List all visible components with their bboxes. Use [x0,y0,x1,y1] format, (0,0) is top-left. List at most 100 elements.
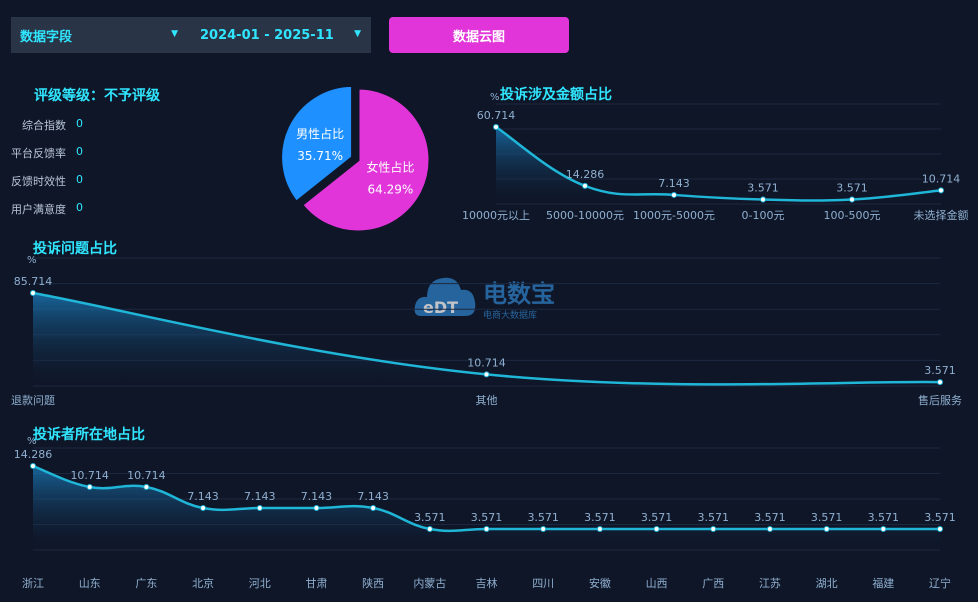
x-tick-label: 广西 [702,577,724,590]
data-label: 7.143 [244,490,276,503]
x-tick-label: 江苏 [759,577,781,590]
data-label: 60.714 [477,109,516,122]
pie-slice-label: 女性占比 [366,160,414,175]
data-label: 3.571 [414,511,446,524]
x-tick-label: 未选择金额 [914,208,969,222]
rating-row-label: 平台反馈率 [11,147,66,160]
x-tick-label: 广东 [135,577,157,590]
data-label: 10.714 [922,172,961,185]
pie-slice [299,86,432,234]
data-point [483,526,490,533]
date-range-label: 2024-01 - 2025-11 [200,27,334,43]
data-label: 10.714 [467,356,506,369]
pie-slice-value: 35.71% [297,149,343,163]
x-tick-label: 安徽 [589,576,611,590]
data-point [493,124,499,130]
y-unit-label: % [490,92,500,103]
data-label: 3.571 [924,364,956,377]
pie-slice-label: 男性占比 [296,126,344,141]
data-cloud-button[interactable]: 数据云图 [389,17,569,53]
data-point [200,505,207,511]
data-label: 3.571 [836,181,868,194]
region-area-chart: 投诉者所在地占比%14.286 浙江 10.714 山东 10.714 广东 7.143 北京… [14,426,956,590]
x-tick-label: 北京 [192,576,214,590]
data-label: 3.571 [527,511,559,524]
area-fill [496,127,941,204]
x-tick-label: 0-100元 [742,209,785,222]
y-unit-label: % [27,255,37,266]
data-label: 7.143 [301,490,333,503]
data-label: 3.571 [754,511,786,524]
rating-row-label: 综合指数 [22,119,66,132]
chart-title: 投诉问题占比 [33,240,117,257]
data-point [823,526,830,533]
pie-slice-value: 64.29% [368,183,414,197]
data-point [766,526,773,533]
x-tick-label: 山西 [646,577,668,590]
x-tick-label: 甘肃 [305,577,327,590]
series-line [495,125,942,202]
x-tick-label: 其他 [476,394,498,407]
data-point [653,526,660,533]
date-range-dropdown[interactable]: 2024-01 - 2025-11 ▼ [188,17,371,53]
data-label: 7.143 [658,177,690,190]
data-label: 3.571 [747,181,779,194]
amount-area-chart: 投诉涉及金额占比% 60.714 10000元以上 14.286 5000-10000元… [462,86,969,222]
rating-row-value: 0 [76,173,83,186]
cloud-logo-icon: eDT 电数宝 电商大数据库 [414,277,555,321]
watermark-brand: 电数宝 [483,280,555,308]
data-point [938,187,944,194]
data-label: 3.571 [641,511,673,524]
gender-pie-chart: 女性占比 64.29% 男性占比 35.71% [280,83,432,234]
x-tick-label: 陕西 [362,576,384,590]
data-label: 7.143 [357,490,389,503]
data-point [880,526,887,533]
data-label: 3.571 [471,511,503,524]
x-tick-label: 四川 [532,577,554,590]
x-tick-label: 山东 [79,577,101,590]
data-point [582,182,588,189]
issue-area-chart: 投诉问题占比% 85.714 退款问题 10.714 其他 3.571 售后服务 [11,240,962,407]
x-tick-label: 1000元-5000元 [633,209,715,222]
pie-slice [280,83,355,205]
data-label: 3.571 [584,511,616,524]
data-label: 85.714 [14,275,53,288]
data-point [937,379,943,386]
chevron-down-icon: ▼ [171,29,178,39]
data-point [313,505,320,511]
x-tick-label: 吉林 [476,576,498,590]
data-point [849,196,855,203]
data-label: 14.286 [14,448,53,461]
y-unit-label: % [27,436,37,447]
x-tick-label: 内蒙古 [413,576,446,590]
data-point [86,484,93,491]
x-tick-label: 5000-10000元 [546,209,624,222]
data-label: 14.286 [566,168,605,181]
data-field-label: 数据字段 [20,29,73,45]
data-point [30,290,36,296]
data-point [370,505,377,511]
data-label: 3.571 [698,511,730,524]
data-point [426,526,433,533]
data-point [671,191,677,198]
data-point [483,371,490,378]
data-point [760,196,766,203]
x-tick-label: 辽宁 [929,576,951,590]
data-label: 10.714 [70,469,109,482]
data-point [596,526,603,533]
x-tick-label: 浙江 [22,577,44,590]
rating-row-value: 0 [76,117,83,130]
x-tick-label: 湖北 [816,577,838,590]
data-point [937,526,943,533]
data-field-dropdown[interactable]: 数据字段 ▼ [11,17,188,53]
x-tick-label: 售后服务 [918,393,962,407]
x-tick-label: 退款问题 [11,393,55,407]
data-label: 3.571 [811,511,843,524]
rating-row-label: 用户满意度 [11,203,66,216]
data-point [30,463,36,469]
data-point [143,484,150,491]
area-fill [33,466,940,550]
x-tick-label: 福建 [872,576,894,590]
data-label: 3.571 [868,511,900,524]
x-tick-label: 10000元以上 [462,209,530,222]
